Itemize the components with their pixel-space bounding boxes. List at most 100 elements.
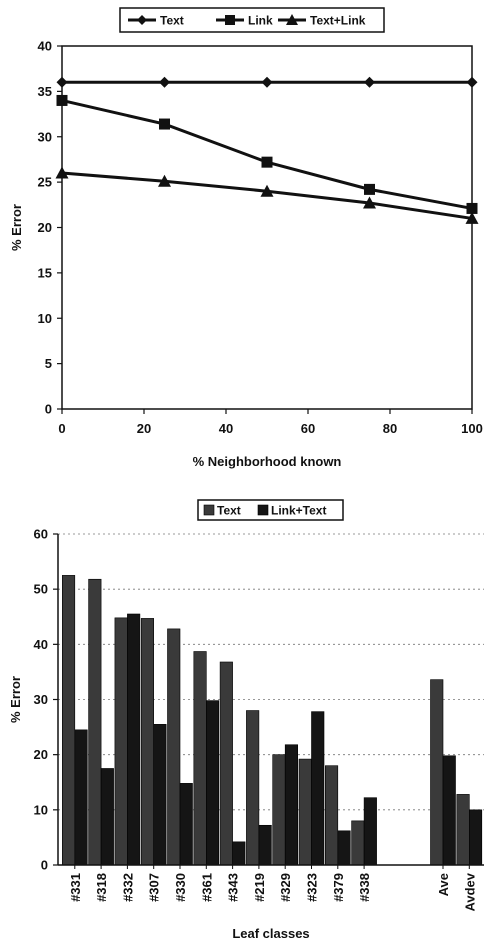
data-point-link	[159, 118, 170, 130]
y-tick-label: 35	[38, 84, 52, 99]
data-point-text-link	[260, 184, 274, 197]
x-tick-label: 60	[301, 421, 315, 436]
bar-link-text	[127, 613, 141, 866]
bar-link-text	[311, 711, 325, 866]
bar-chart-x-axis-label: Leaf classes	[232, 926, 309, 941]
x-tick-label: 0	[58, 421, 65, 436]
y-tick-label: 30	[38, 129, 52, 144]
legend-swatch-marker	[286, 14, 298, 25]
data-point-text	[466, 76, 478, 88]
legend-label-text: Text	[217, 504, 241, 518]
x-tick-label: #332	[120, 873, 135, 902]
x-tick-label: 40	[219, 421, 233, 436]
y-tick-label: 10	[38, 311, 52, 326]
x-tick-label: #329	[278, 873, 293, 902]
y-tick-label: 25	[38, 175, 52, 190]
bar-text	[324, 765, 339, 866]
legend-swatch-link-text	[257, 504, 269, 516]
line-chart-legend: Text Link Text+Link	[119, 7, 385, 33]
bar-link-text	[232, 841, 246, 866]
bar-link-text	[468, 809, 483, 866]
line-chart-y-axis-label: % Error	[9, 204, 24, 251]
bar-chart-bars	[61, 575, 483, 866]
plot-area-frame	[61, 45, 473, 410]
data-point-text	[261, 76, 273, 88]
legend-swatch-text	[203, 504, 215, 516]
bar-chart-legend: Text Link+Text	[197, 499, 344, 521]
bar-text	[193, 651, 207, 866]
bar-text	[246, 710, 260, 866]
y-tick-label: 15	[38, 265, 52, 280]
data-point-link	[364, 183, 375, 195]
bar-text	[140, 618, 154, 866]
data-point-link	[56, 94, 68, 106]
bar-text	[456, 794, 470, 866]
x-tick-label: #323	[305, 873, 320, 902]
y-tick-label: 0	[41, 858, 48, 873]
y-tick-label: 50	[34, 582, 48, 597]
bar-text	[167, 628, 181, 866]
legend-label-link: Link	[248, 14, 273, 28]
legend-box	[119, 7, 385, 33]
bar-chart: Text Link+Text 0 10 20 30 40 50 60 #331 #318 #332 #…	[8, 499, 484, 941]
line-chart-series	[55, 76, 479, 224]
y-tick-label: 40	[34, 637, 48, 652]
data-point-text-link	[465, 211, 479, 224]
x-tick-label: Avdev	[462, 872, 477, 911]
y-tick-label: 5	[45, 356, 52, 371]
legend-label-text: Text	[160, 14, 184, 28]
x-tick-label: 100	[461, 421, 483, 436]
x-tick-label: #307	[147, 873, 162, 902]
bar-text	[351, 820, 365, 866]
y-tick-label: 30	[34, 692, 48, 707]
bar-link-text	[100, 768, 114, 866]
bar-link-text	[206, 700, 220, 866]
x-tick-label: 80	[383, 421, 397, 436]
x-tick-label: #330	[173, 873, 188, 902]
bar-link-text	[258, 824, 272, 866]
bar-text	[219, 661, 233, 866]
bar-link-text	[153, 724, 167, 866]
line-chart-x-axis-label: % Neighborhood known	[193, 454, 342, 469]
bar-chart-axes: 0 10 20 30 40 50 60 #331 #318 #332 #307 #330 #361 #34…	[34, 527, 484, 912]
legend-swatch-marker	[225, 15, 235, 25]
x-tick-label: #338	[357, 873, 372, 902]
line-chart-axes: 0 5 10 15 20 25 30 35 40 0 20 40 60 80 100	[38, 39, 483, 437]
bar-link-text	[179, 783, 193, 866]
data-point-text-link	[55, 166, 69, 179]
y-tick-label: 20	[38, 220, 52, 235]
x-tick-label: #318	[94, 873, 109, 902]
line-chart: Text Link Text+Link 0 5 10 15 20 25 30 35 40 0 20 40 6…	[9, 7, 483, 469]
x-tick-label: Ave	[436, 873, 451, 896]
x-tick-label: #331	[68, 873, 83, 902]
data-point-link	[466, 202, 478, 214]
bar-text	[88, 578, 102, 866]
legend-label-link-text: Link+Text	[271, 504, 326, 518]
bar-link-text	[363, 797, 377, 866]
legend-box	[197, 499, 344, 521]
data-point-text	[56, 76, 68, 88]
legend-label-text-link: Text+Link	[310, 14, 366, 28]
bar-text	[272, 754, 286, 866]
y-tick-label: 10	[34, 802, 48, 817]
x-tick-label: #219	[252, 873, 267, 902]
x-tick-label: #379	[331, 873, 346, 902]
y-tick-label: 20	[34, 747, 48, 762]
legend-swatch-marker	[137, 15, 147, 25]
y-tick-label: 60	[34, 527, 48, 542]
data-point-text	[364, 76, 375, 88]
x-tick-label: #343	[226, 873, 241, 902]
bar-text	[114, 617, 128, 866]
bar-chart-y-axis-label: % Error	[8, 676, 23, 723]
bar-link-text	[284, 744, 299, 866]
x-tick-label: #361	[199, 873, 214, 902]
data-point-link	[261, 156, 273, 168]
bar-link-text	[74, 729, 88, 866]
bar-link-text	[337, 830, 351, 866]
bar-text	[430, 679, 444, 866]
bar-text	[298, 758, 312, 866]
y-tick-label: 0	[45, 402, 52, 417]
bar-text	[61, 575, 76, 866]
data-point-text-link	[363, 196, 376, 209]
data-point-text-link	[158, 174, 171, 187]
